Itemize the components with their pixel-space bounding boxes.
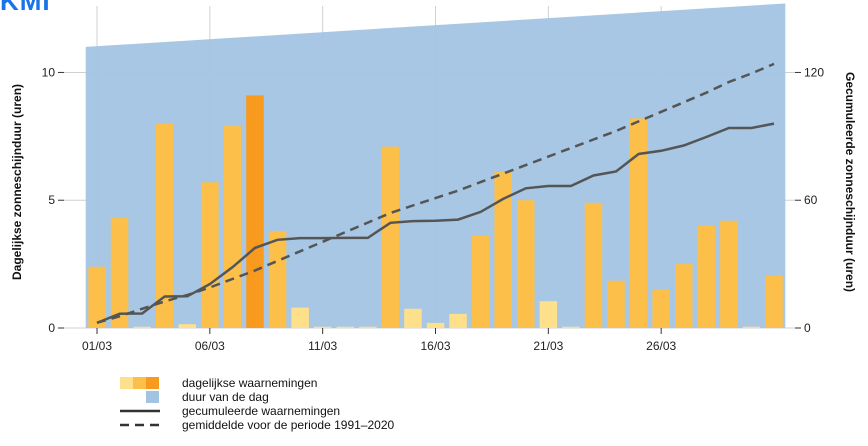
daily-bar bbox=[449, 313, 467, 328]
x-tick-label: 06/03 bbox=[195, 339, 225, 353]
daily-bar bbox=[359, 326, 377, 328]
y-left-tick-label: 5 bbox=[48, 193, 55, 207]
legend-swatch-blue bbox=[146, 391, 159, 403]
daily-bar bbox=[291, 307, 309, 328]
legend-label: gecumuleerde waarnemingen bbox=[182, 404, 341, 418]
daily-bar bbox=[539, 301, 558, 328]
daily-bar bbox=[133, 326, 151, 328]
legend-label: gemiddelde voor de periode 1991–2020 bbox=[182, 418, 395, 432]
y-right-tick-label: 0 bbox=[804, 321, 811, 335]
daily-bar bbox=[675, 264, 693, 328]
legend-swatch-dashed bbox=[120, 423, 160, 427]
daily-bar bbox=[584, 202, 603, 328]
daily-bar bbox=[562, 326, 580, 328]
daily-bar bbox=[404, 308, 422, 328]
x-tick-label: 16/03 bbox=[420, 339, 450, 353]
daily-bar bbox=[697, 225, 715, 328]
legend-swatch-dark bbox=[146, 377, 159, 389]
legend-label: duur van de dag bbox=[182, 390, 269, 404]
daily-bar bbox=[88, 266, 106, 328]
daily-bar bbox=[336, 326, 354, 328]
daily-bar bbox=[742, 326, 761, 328]
legend-swatch-area bbox=[120, 391, 180, 403]
daily-bar bbox=[607, 280, 625, 328]
daily-bar bbox=[629, 118, 648, 329]
daily-bar bbox=[720, 220, 738, 328]
legend-swatch-light bbox=[120, 377, 133, 389]
daily-bar bbox=[246, 95, 264, 329]
daily-bar bbox=[517, 200, 535, 328]
daily-bar bbox=[268, 230, 287, 328]
kmi-logo: KMI bbox=[0, 0, 51, 16]
daily-bar bbox=[155, 123, 174, 328]
daily-bar bbox=[381, 146, 400, 328]
y-right-tick-label: 60 bbox=[804, 193, 818, 207]
y-right-tick-label: 120 bbox=[804, 65, 824, 79]
daily-bar bbox=[201, 182, 219, 328]
normal-cumulative-line bbox=[96, 62, 775, 324]
legend-swatch-bars bbox=[120, 377, 180, 389]
left-axis-label: Dagelijkse zonneschijnduur (uren) bbox=[10, 83, 24, 281]
daily-bar bbox=[313, 326, 332, 328]
axes: 0 5 10 0 60 120 01/03 06/03 11/03 16/03 21/03 26/03 bbox=[42, 65, 825, 353]
daily-bar bbox=[178, 324, 196, 328]
daily-bar bbox=[652, 289, 670, 328]
y-left-tick-label: 10 bbox=[42, 65, 56, 79]
x-tick-label: 21/03 bbox=[533, 339, 563, 353]
daily-bar bbox=[426, 322, 445, 328]
daily-bar bbox=[223, 126, 242, 328]
daily-bar bbox=[110, 218, 129, 328]
daily-bar bbox=[471, 236, 490, 328]
x-tick-label: 11/03 bbox=[308, 339, 337, 353]
daily-bar bbox=[765, 275, 783, 328]
daily-bar bbox=[494, 172, 512, 328]
observed-cumulative-line bbox=[96, 122, 775, 325]
y-left-tick-label: 0 bbox=[48, 321, 55, 335]
x-tick-label: 01/03 bbox=[82, 339, 112, 353]
x-tick-label: 26/03 bbox=[646, 339, 676, 353]
legend-swatch-solid bbox=[120, 409, 160, 413]
legend-label: dagelijkse waarnemingen bbox=[182, 376, 318, 390]
legend-swatch-mid bbox=[133, 377, 146, 389]
right-axis-label: Gecumuleerde zonneschijnduur (uren) bbox=[843, 71, 857, 293]
